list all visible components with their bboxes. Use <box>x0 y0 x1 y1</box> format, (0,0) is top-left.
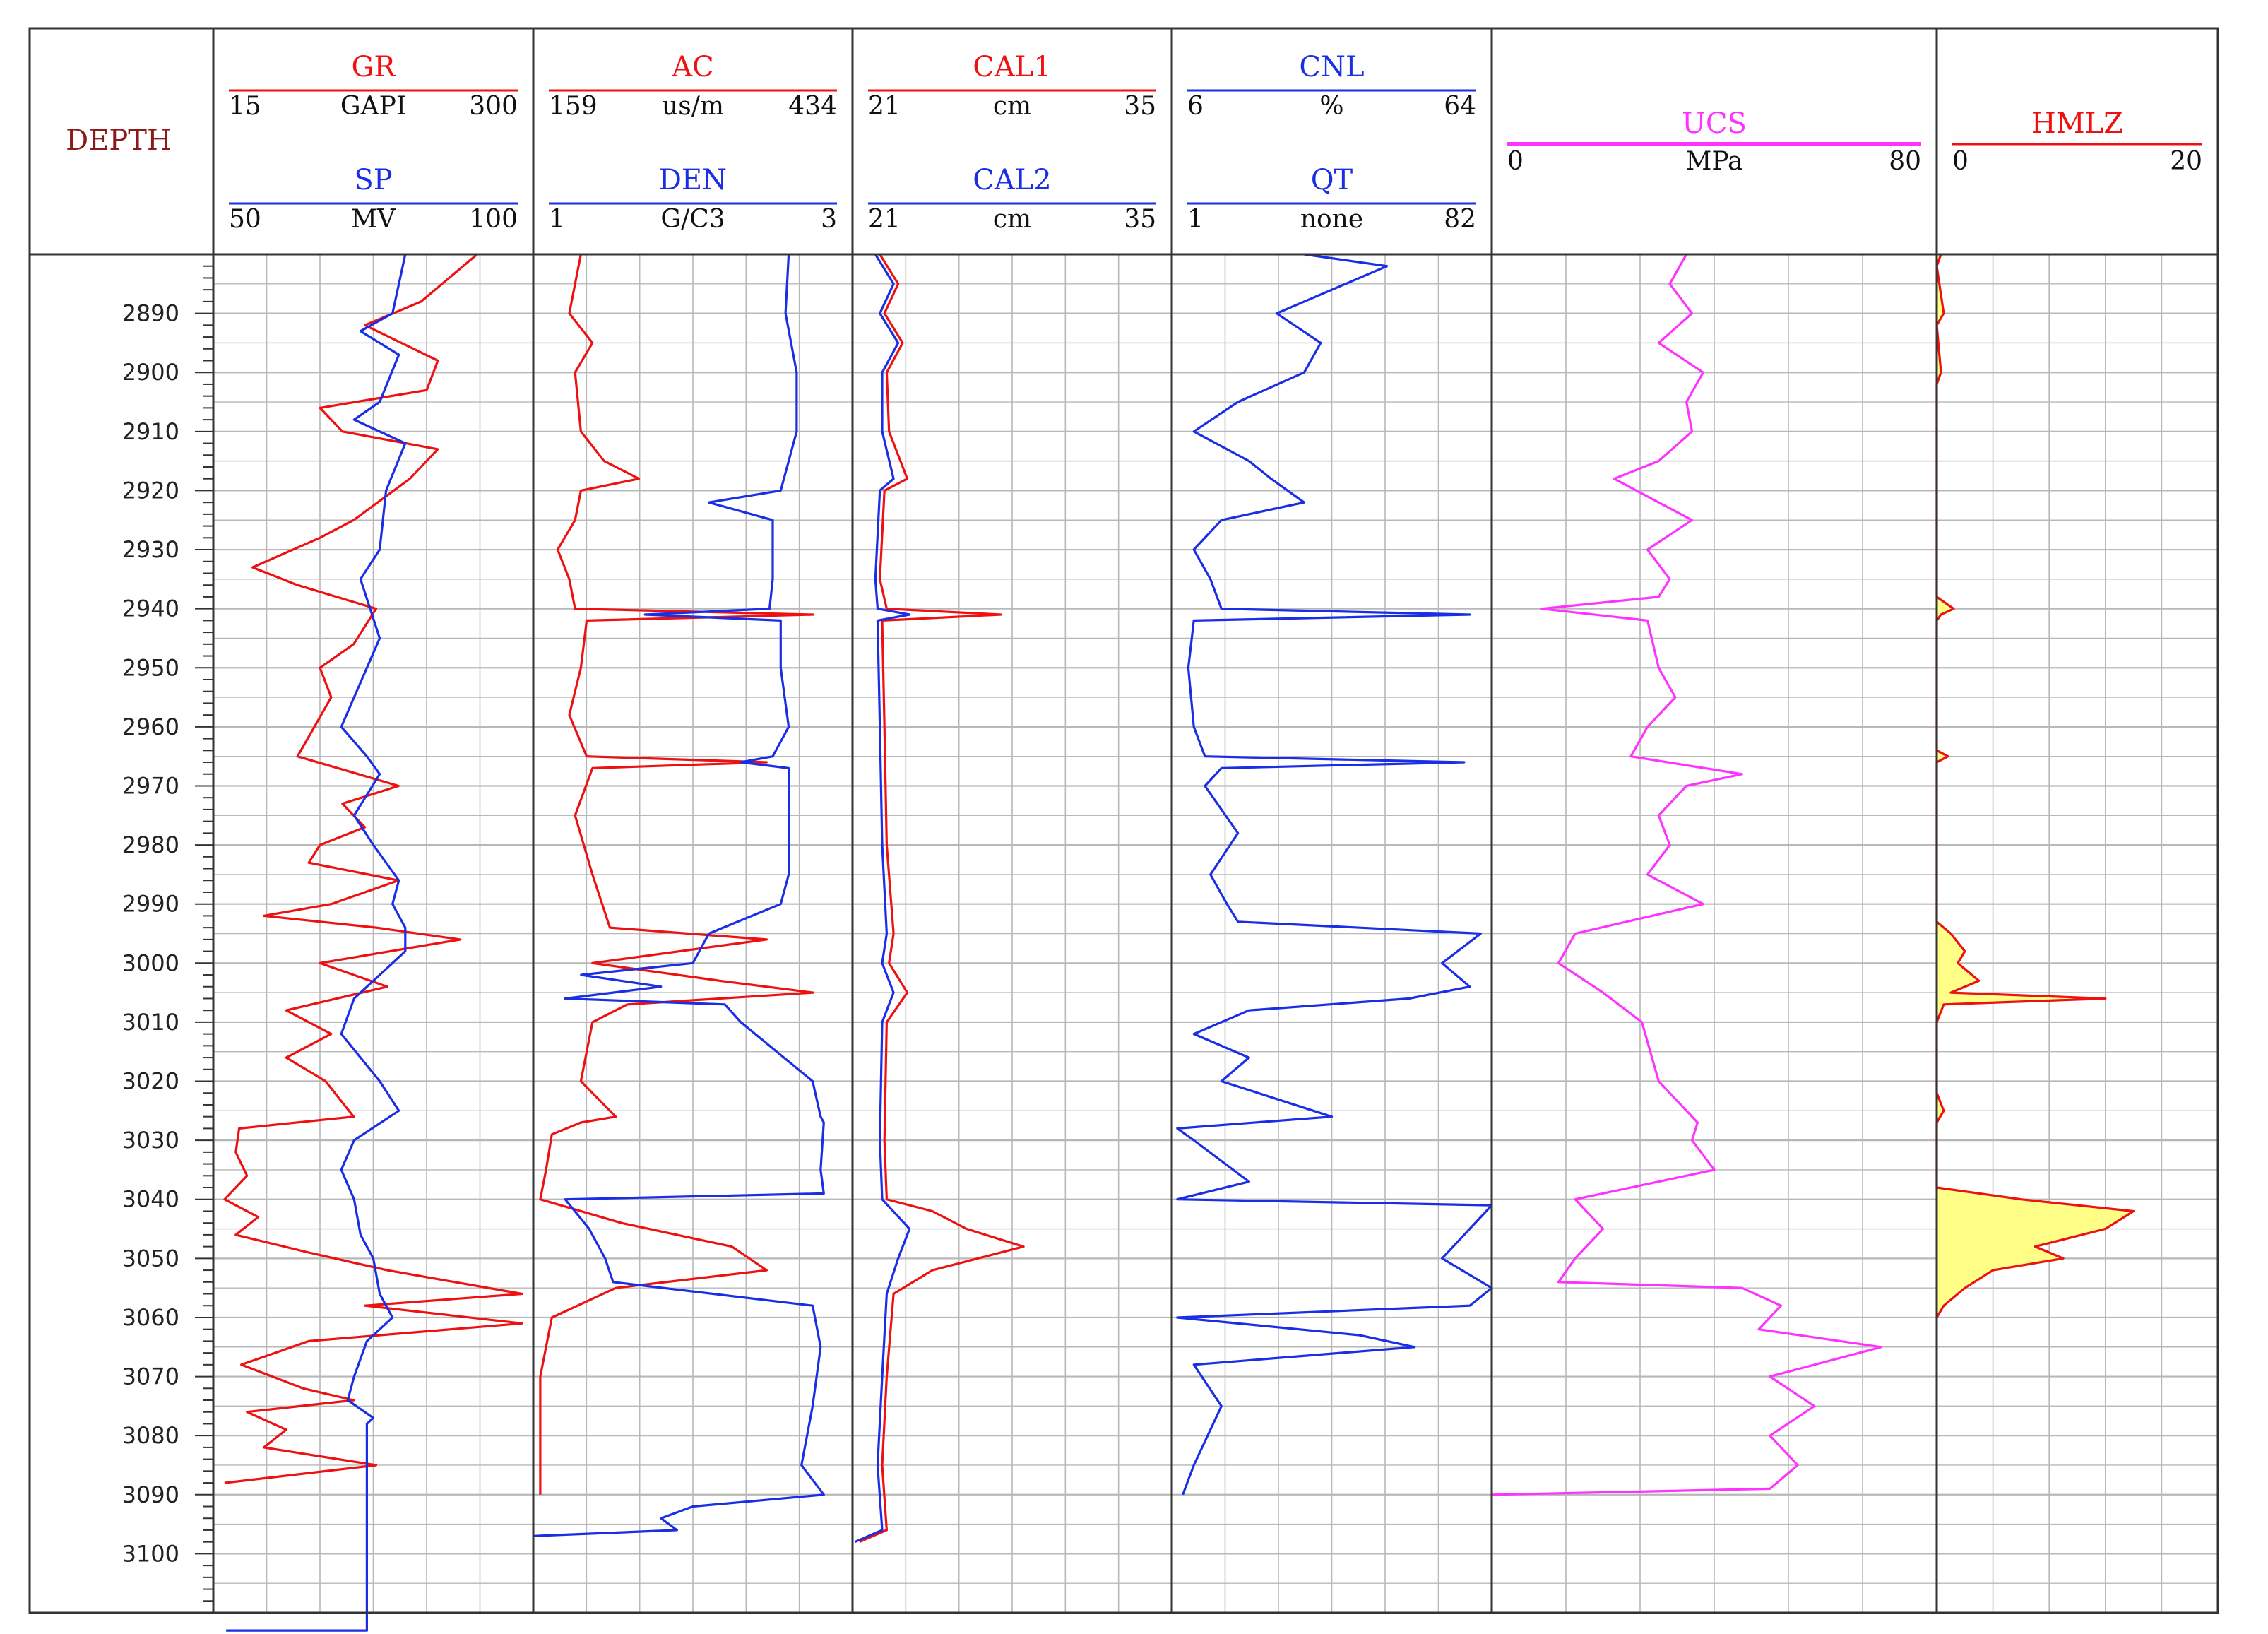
scale-unit: cm <box>993 92 1031 121</box>
depth-tick-label: 3040 <box>122 1186 179 1213</box>
scale-max: 20 <box>2170 147 2202 176</box>
depth-tick-label: 2930 <box>122 536 179 563</box>
scale-max: 35 <box>1124 92 1156 121</box>
scale-min: 159 <box>549 92 598 121</box>
curve-layer <box>223 253 2135 1632</box>
scale-min: 0 <box>1952 147 1969 176</box>
depth-tick-label: 3090 <box>122 1481 179 1508</box>
depth-tick-label: 2940 <box>122 596 179 622</box>
scale-unit: cm <box>993 205 1031 234</box>
scale-unit: MV <box>351 205 396 234</box>
depth-tick-label: 2890 <box>122 300 179 327</box>
depth-axis: 2890 2900 2910 2920 2930 2940 2950 2960 2970 2980… <box>122 265 213 1614</box>
depth-tick-label: 3080 <box>122 1422 179 1449</box>
depth-tick-label: 2980 <box>122 831 179 858</box>
curve-cal1 <box>859 254 1025 1544</box>
curve-cnl <box>1176 253 1493 1496</box>
depth-tick-label: 2950 <box>122 654 179 681</box>
depth-tick-label: 3100 <box>122 1540 179 1567</box>
curve-name-ac: AC <box>671 51 714 83</box>
depth-tick-label: 3000 <box>122 949 179 976</box>
scale-min: 21 <box>868 92 901 121</box>
scale-unit: G/C3 <box>660 205 725 234</box>
scale-max: 100 <box>469 205 518 234</box>
depth-tick-label: 3010 <box>122 1009 179 1036</box>
scale-unit: % <box>1319 92 1343 121</box>
fill-layer <box>1937 254 2134 1318</box>
scale-max: 80 <box>1889 147 1921 176</box>
curve-name-cal2: CAL2 <box>973 164 1052 196</box>
scale-min: 1 <box>1187 205 1204 234</box>
curve-sp <box>226 254 407 1632</box>
scale-max: 3 <box>821 205 837 234</box>
curve-name-den: DEN <box>659 164 727 196</box>
scale-unit: none <box>1300 205 1363 234</box>
scale-unit: MPa <box>1686 147 1743 176</box>
grid-layer <box>213 254 2218 1614</box>
curve-name-sp: SP <box>354 164 392 196</box>
scale-min: 15 <box>229 92 261 121</box>
curve-gr <box>223 253 523 1484</box>
depth-tick-label: 2910 <box>122 418 179 445</box>
curve-ac <box>539 254 814 1495</box>
scale-unit: GAPI <box>340 92 406 121</box>
depth-tick-label: 2970 <box>122 772 179 799</box>
depth-header-label: DEPTH <box>66 124 172 157</box>
scale-max: 434 <box>788 92 837 121</box>
scale-max: 82 <box>1444 205 1476 234</box>
depth-tick-label: 3050 <box>122 1245 179 1272</box>
scale-max: 300 <box>469 92 518 121</box>
depth-tick-label: 3020 <box>122 1068 179 1095</box>
curve-name-ucs: UCS <box>1682 107 1747 140</box>
depth-tick-label: 2990 <box>122 891 179 918</box>
curve-name-cnl: CNL <box>1299 51 1364 83</box>
depth-tick-label: 2920 <box>122 477 179 504</box>
scale-unit: us/m <box>662 92 724 121</box>
scale-min: 21 <box>868 205 901 234</box>
scale-min: 1 <box>549 205 565 234</box>
curve-name-hmlz: HMLZ <box>2031 107 2123 140</box>
curve-cal2 <box>854 254 911 1544</box>
depth-tick-label: 3030 <box>122 1127 179 1154</box>
scale-min: 0 <box>1507 147 1524 176</box>
scale-min: 50 <box>229 205 261 234</box>
scale-max: 35 <box>1124 205 1156 234</box>
depth-tick-label: 3070 <box>122 1363 179 1390</box>
depth-tick-label: 3060 <box>122 1304 179 1331</box>
curve-den <box>533 254 825 1537</box>
chart-frame <box>28 27 2219 1614</box>
curve-name-qt: QT <box>1311 164 1353 196</box>
curve-fill-hmlz <box>1937 254 2134 1318</box>
curve-ucs <box>1491 254 1882 1496</box>
scale-max: 64 <box>1444 92 1476 121</box>
curve-name-cal1: CAL1 <box>973 51 1052 83</box>
scale-min: 6 <box>1187 92 1204 121</box>
curve-name-gr: GR <box>351 51 396 83</box>
depth-tick-label: 2900 <box>122 359 179 386</box>
frame-layer <box>28 27 2219 1614</box>
depth-tick-label: 2960 <box>122 714 179 740</box>
